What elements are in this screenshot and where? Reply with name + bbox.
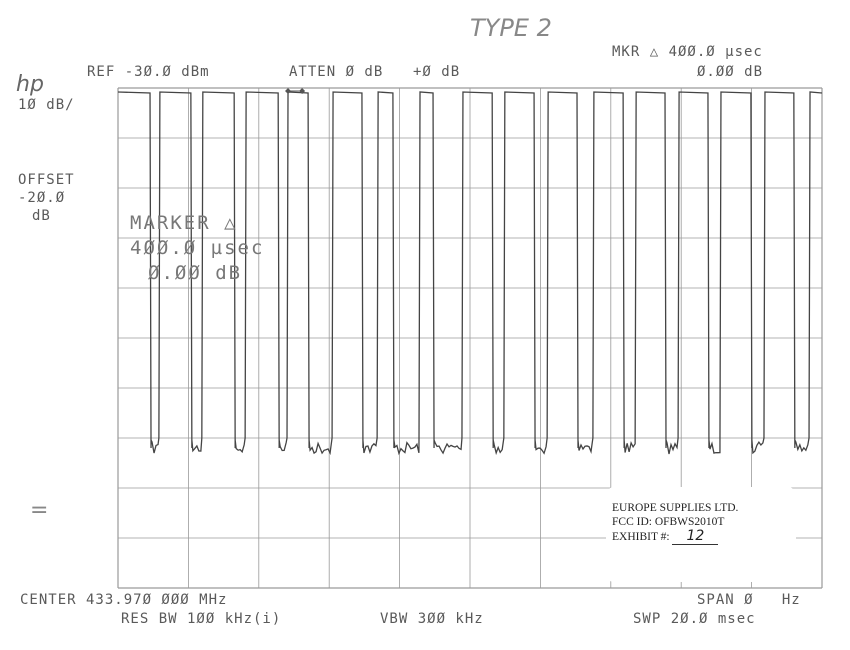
marker-readout-time: 4ØØ.Ø µsec	[130, 237, 265, 259]
handwritten-mark: =	[30, 498, 49, 523]
resolution-bandwidth: RES BW 1ØØ kHz(i)	[121, 611, 282, 627]
marker-delta-level: Ø.ØØ dB	[697, 64, 764, 80]
ref-level: REF -3Ø.Ø dBm	[87, 64, 210, 80]
fcc-id: FCC ID: OFBWS2010T	[612, 516, 725, 528]
exhibit-label-text: EXHIBIT #:	[612, 531, 670, 543]
markers	[285, 88, 306, 94]
trace-line	[117, 91, 823, 456]
company-name: EUROPE SUPPLIES LTD.	[612, 502, 739, 514]
hp-logo: hp	[16, 72, 44, 97]
exhibit-number: 12	[672, 528, 719, 545]
handwritten-title: TYPE 2	[470, 14, 552, 42]
video-bandwidth: VBW 3ØØ kHz	[380, 611, 484, 627]
center-frequency: CENTER 433.97Ø ØØØ MHz	[20, 592, 228, 608]
scale-label: 1Ø dB/	[18, 97, 75, 113]
offset-label: OFFSET	[18, 172, 75, 188]
offset-unit: dB	[32, 208, 51, 224]
attenuation: ATTEN Ø dB	[289, 64, 384, 80]
sweep-time: SWP 2Ø.Ø msec	[633, 611, 756, 627]
grid	[117, 87, 823, 589]
offset-top: +Ø dB	[413, 64, 461, 80]
span: SPAN Ø Hz	[697, 592, 801, 608]
exhibit-label: EUROPE SUPPLIES LTD. FCC ID: OFBWS2010T …	[606, 487, 796, 582]
offset-value: -2Ø.Ø	[18, 190, 66, 206]
exhibit-number-row: EXHIBIT #: 12	[612, 528, 796, 545]
marker-readout-title: MARKER △	[130, 212, 238, 234]
marker-readout-level: Ø.ØØ dB	[148, 262, 243, 284]
marker-delta-time: MKR △ 4ØØ.Ø µsec	[612, 44, 763, 60]
